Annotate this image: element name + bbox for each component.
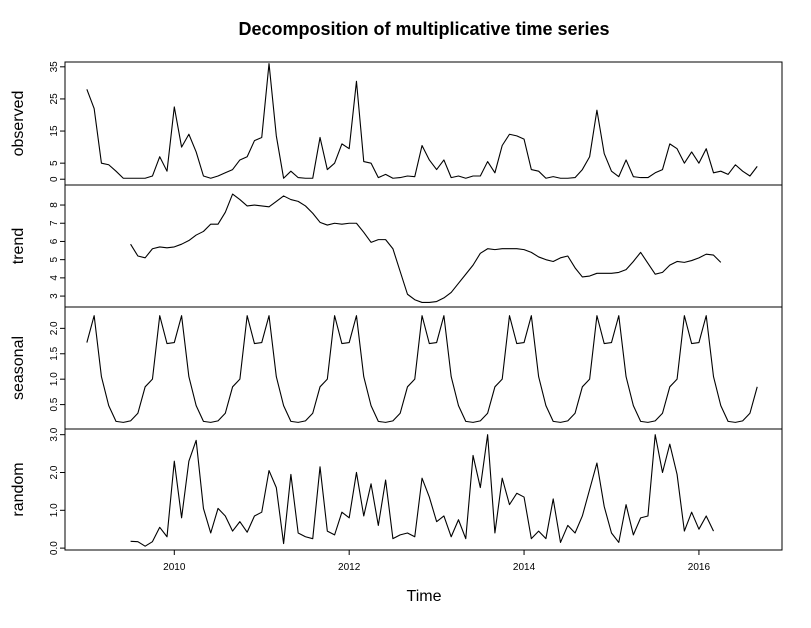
y-tick-label-observed-0: 0 (49, 176, 60, 182)
series-line-random (130, 434, 715, 547)
series-line-seasonal (86, 315, 758, 423)
x-tick-label-1: 2012 (338, 562, 361, 573)
series-line-observed (86, 63, 758, 179)
panel-seasonal: 0.5 1.0 1.5 2.0 seasonal (10, 306, 783, 430)
panel-observed: 0 5 15 25 35 observed (10, 61, 783, 186)
y-tick-label-observed-4: 35 (49, 61, 60, 73)
y-tick-label-seasonal-0: 0.5 (49, 397, 60, 411)
panel-frame-seasonal (64, 306, 783, 430)
x-tick-label-0: 2010 (163, 562, 186, 573)
x-tick-label-3: 2016 (688, 562, 711, 573)
panel-trend: 3 4 5 6 7 8 trend (10, 184, 783, 308)
x-tick-label-2: 2014 (513, 562, 536, 573)
y-axis-label-seasonal: seasonal (10, 336, 27, 400)
y-tick-label-random-1: 1.0 (49, 503, 60, 517)
y-tick-label-trend-2: 5 (49, 256, 60, 262)
y-tick-label-observed-1: 5 (49, 160, 60, 166)
y-tick-label-seasonal-1: 1.0 (49, 372, 60, 386)
y-tick-label-random-3: 3.0 (49, 427, 60, 441)
y-tick-label-trend-4: 7 (49, 220, 60, 226)
y-axis-label-trend: trend (10, 228, 27, 264)
y-tick-label-seasonal-2: 1.5 (49, 346, 60, 360)
panels-group: 0 5 15 25 35 observed 3 4 5 6 7 8 trend 0.5 1.0 1.5 2.0 s… (10, 61, 783, 555)
chart-title: Decomposition of multiplicative time ser… (238, 19, 609, 39)
y-tick-label-random-2: 2.0 (49, 465, 60, 479)
panel-random: 0.0 1.0 2.0 3.0 random (10, 427, 783, 555)
y-tick-label-trend-1: 4 (49, 275, 60, 281)
y-axis-label-observed: observed (10, 91, 27, 157)
y-tick-label-observed-3: 25 (49, 93, 60, 105)
panel-frame-trend (64, 184, 783, 308)
x-axis: 2010 2012 2014 2016 (163, 550, 710, 573)
x-axis-label: Time (407, 588, 442, 605)
y-tick-label-random-0: 0.0 (49, 541, 60, 555)
panel-frame-random (64, 428, 783, 551)
series-line-trend (130, 193, 722, 304)
y-tick-label-observed-2: 15 (49, 125, 60, 137)
y-axis-label-random: random (10, 462, 27, 516)
y-tick-label-seasonal-3: 2.0 (49, 321, 60, 335)
y-tick-label-trend-3: 6 (49, 238, 60, 244)
y-tick-label-trend-0: 3 (49, 293, 60, 299)
y-tick-label-trend-5: 8 (49, 202, 60, 208)
